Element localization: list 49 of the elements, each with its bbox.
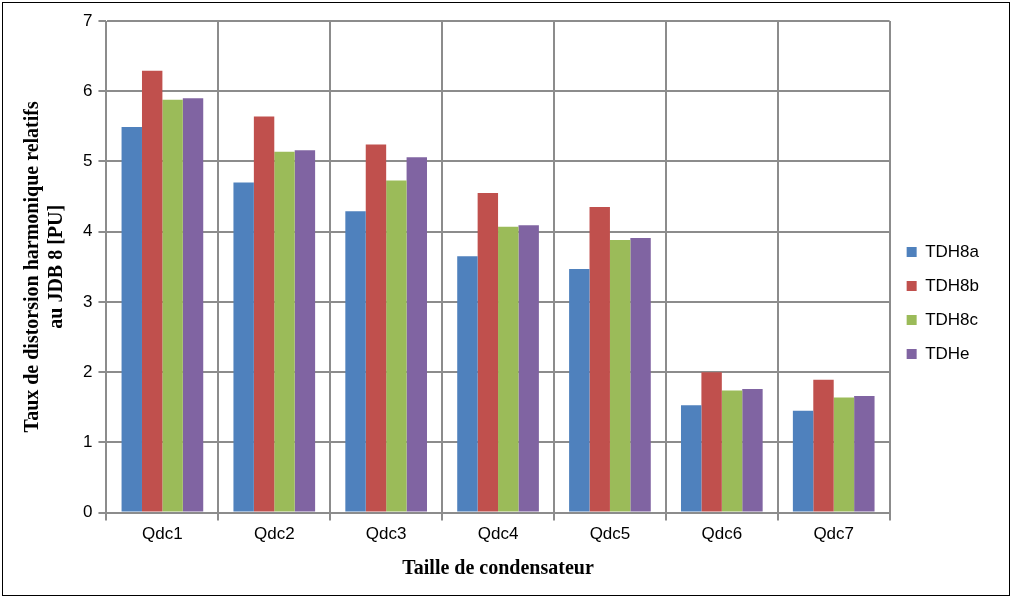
bar [742,389,763,512]
bar [406,157,428,512]
y-tick-label: 2 [82,361,93,381]
x-tick-label: Qdc1 [142,524,183,544]
bar [854,396,875,512]
y-tick-label: 7 [82,10,93,30]
bar [345,211,366,512]
y-axis-title: Taux de distorsion harmonique relatifs au JDB 8 [PU] [20,101,67,433]
bar [141,70,163,512]
bar [294,150,316,512]
legend-label: TDH8a [925,241,980,261]
legend-label: TDHe [925,343,970,363]
x-tick-label: Qdc7 [813,524,855,544]
x-tick-label: Qdc3 [365,524,407,544]
bar [833,397,855,512]
legend-label: TDH8c [925,309,979,329]
bar [609,240,631,512]
x-tick-label: Qdc5 [589,524,631,544]
bar [589,207,610,512]
bar [498,226,519,512]
x-axis-title: Taille de condensateur [402,556,594,579]
bar [365,144,387,512]
x-tick-label: Qdc2 [253,524,295,544]
y-tick-label: 3 [82,291,93,311]
bar [457,256,478,512]
bar [630,238,651,512]
bar [233,182,254,512]
bar [274,151,295,512]
bar [182,98,204,512]
bar [386,180,407,512]
bar [792,410,814,512]
bar [680,405,702,512]
y-tick-label: 0 [82,502,93,522]
bar [721,390,743,512]
bar [518,225,539,512]
y-tick-label: 1 [82,432,93,452]
bar [162,99,183,512]
bar [813,379,834,512]
x-tick-label: Qdc6 [701,524,743,544]
x-tick-label: Qdc4 [477,524,519,544]
bar [701,372,722,512]
y-tick-label: 6 [82,80,93,100]
y-tick-label: 5 [82,151,93,171]
bar [121,127,142,512]
y-tick-label: 4 [82,221,93,241]
bar [253,116,275,512]
legend-label: TDH8b [925,275,980,295]
bar [569,268,590,512]
bar [477,193,499,512]
